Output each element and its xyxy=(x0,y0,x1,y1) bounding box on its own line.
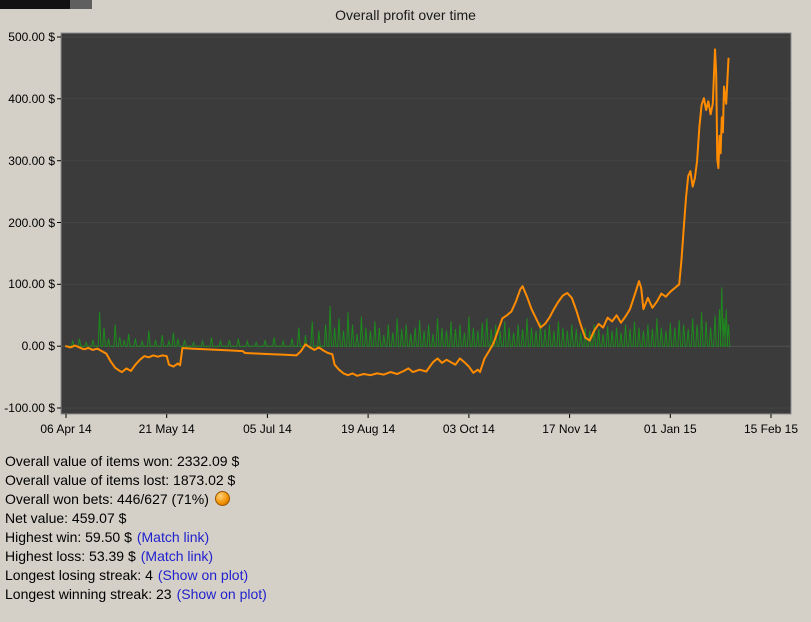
highest-win-match-link[interactable]: (Match link) xyxy=(136,529,210,545)
stat-text: Longest winning streak: 23 xyxy=(5,586,172,602)
stat-text: Highest win: 59.50 $ xyxy=(5,529,132,545)
stat-net-value: Net value: 459.07 $ xyxy=(5,509,267,528)
y-tick-label-1: 400.00 $ xyxy=(8,91,55,106)
stat-highest-loss: Highest loss: 53.39 $ (Match link) xyxy=(5,547,267,566)
y-tick-label-5: 0.00 $ xyxy=(21,339,55,354)
x-tick-label-4: 03 Oct 14 xyxy=(442,422,495,436)
y-tick-label-4: 100.00 $ xyxy=(8,277,55,292)
winning-streak-show-link[interactable]: (Show on plot) xyxy=(176,586,267,602)
stat-winning-streak: Longest winning streak: 23 (Show on plot) xyxy=(5,585,267,604)
highest-loss-match-link[interactable]: (Match link) xyxy=(140,548,214,564)
stat-won-bets: Overall won bets: 446/627 (71%) xyxy=(5,490,267,509)
stat-text: Overall won bets: 446/627 (71%) xyxy=(5,491,209,507)
y-tick-label-3: 200.00 $ xyxy=(8,215,55,230)
plot-canvas xyxy=(57,32,792,418)
stat-highest-win: Highest win: 59.50 $ (Match link) xyxy=(5,528,267,547)
y-tick-label-6: -100.00 $ xyxy=(4,401,55,415)
stat-items-won: Overall value of items won: 2332.09 $ xyxy=(5,452,267,471)
x-tick-label-0: 06 Apr 14 xyxy=(40,422,92,436)
y-tick-label-0: 500.00 $ xyxy=(8,30,55,44)
stat-text: Highest loss: 53.39 $ xyxy=(5,548,136,564)
x-tick-label-2: 05 Jul 14 xyxy=(243,422,292,436)
stat-text: Net value: 459.07 $ xyxy=(5,510,127,526)
x-tick-label-1: 21 May 14 xyxy=(138,422,195,436)
stat-text: Overall value of items lost: 1873.02 $ xyxy=(5,472,236,488)
stat-text: Overall value of items won: 2332.09 $ xyxy=(5,453,240,469)
stat-items-lost: Overall value of items lost: 1873.02 $ xyxy=(5,471,267,490)
x-tick-label-7: 15 Feb 15 xyxy=(743,422,799,436)
coin-icon xyxy=(214,491,230,506)
x-tick-label-5: 17 Nov 14 xyxy=(542,422,597,436)
y-tick-label-2: 300.00 $ xyxy=(8,153,55,168)
x-tick-label-6: 01 Jan 15 xyxy=(643,422,697,436)
x-tick-label-3: 19 Aug 14 xyxy=(341,422,396,436)
stats-panel: Overall value of items won: 2332.09 $ Ov… xyxy=(5,452,267,604)
stat-text: Longest losing streak: 4 xyxy=(5,567,153,583)
chart-title: Overall profit over time xyxy=(335,7,476,23)
window-titlebar-fragment xyxy=(0,0,92,9)
losing-streak-show-link[interactable]: (Show on plot) xyxy=(157,567,249,583)
stat-losing-streak: Longest losing streak: 4 (Show on plot) xyxy=(5,566,267,585)
